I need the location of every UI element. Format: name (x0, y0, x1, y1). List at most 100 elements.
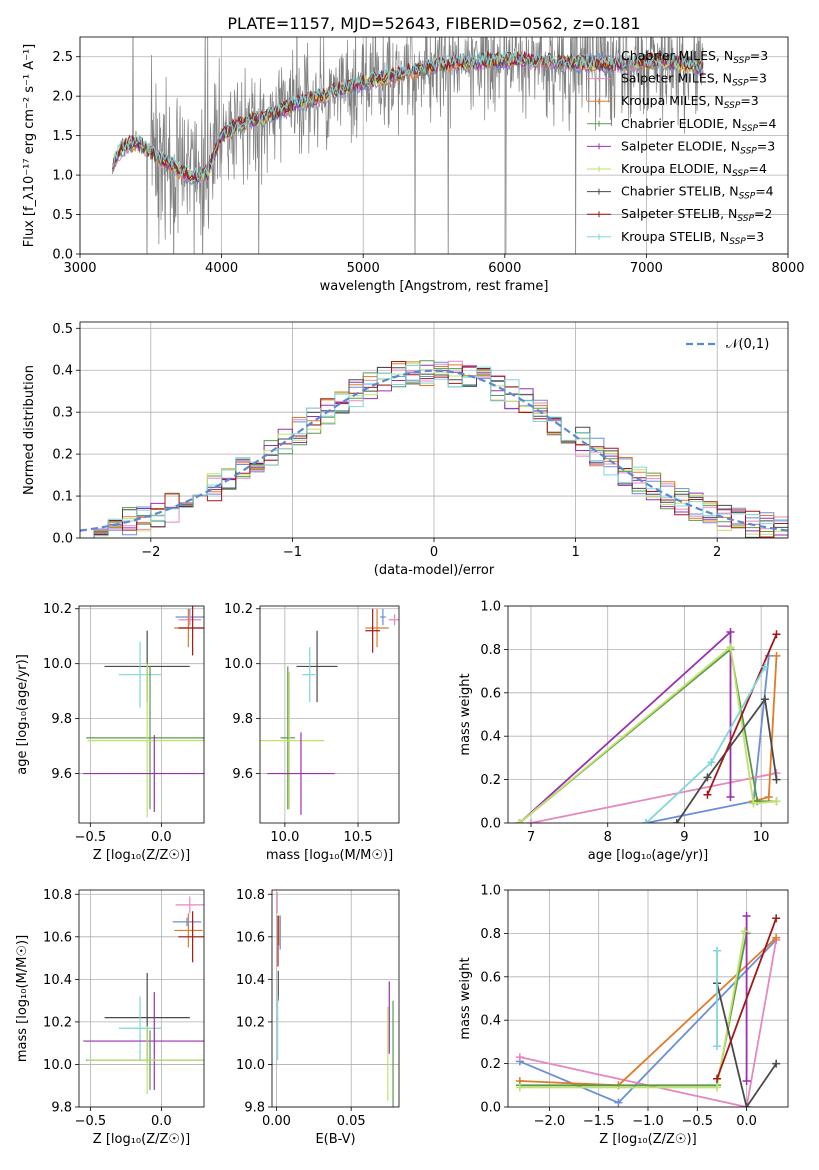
y-tick-label: 0.5 (52, 322, 73, 337)
mass-weight-marker (772, 775, 781, 784)
axes: 10.0 10.5 9.6 9.8 10.0 10.2 mass [log₁₀(M/M☉)] (224, 602, 400, 863)
y-tick-label: 0.1 (52, 490, 73, 505)
axes: −2.0 −1.5 −1.0 −0.5 0.0 0.0 0.2 0.4 0.6 0.8 1.0 Z [… (458, 884, 789, 1147)
axes-frame (271, 889, 400, 1108)
axes: 0.00 0.05 9.8 10.0 10.2 10.4 10.6 10.8 E(B-V) (236, 888, 400, 1147)
x-tick-label: −1.5 (583, 1114, 615, 1129)
mass-weight-line (518, 645, 777, 823)
x-tick-label: 10.5 (344, 830, 373, 845)
y-tick-label: 10.2 (236, 1015, 265, 1030)
panel-age_vs_mass: 10.0 10.5 9.6 9.8 10.0 10.2 mass [log₁₀(M/M☉)] (224, 602, 400, 863)
axes-frame (259, 605, 400, 824)
legend-entry-count: =4 (755, 184, 773, 199)
y-axis-label: Normed distribution (22, 365, 37, 495)
legend-entry-count: =3 (750, 48, 768, 63)
mass-weight-marker (713, 1042, 722, 1051)
y-tick-label: 10.0 (43, 1058, 72, 1073)
panel-weight_vs_Z: −2.0 −1.5 −1.0 −0.5 0.0 0.0 0.2 0.4 0.6 0.8 1.0 Z [… (458, 884, 789, 1147)
y-tick-label: 10.0 (43, 657, 72, 672)
x-tick-label: 8 (604, 830, 612, 845)
observed-spectrum-line (112, 37, 704, 254)
y-tick-label: 2.5 (52, 50, 73, 65)
y-tick-label: 10.6 (43, 930, 72, 945)
y-tick-label: 0.8 (480, 643, 501, 658)
mass-weight-marker (515, 819, 524, 823)
mass-weight-marker (707, 758, 716, 767)
y-tick-label: 0.5 (52, 208, 73, 223)
mass-weight-marker (772, 933, 781, 942)
subscript: SSP (732, 169, 749, 179)
mass-weight-marker (772, 797, 781, 806)
y-tick-label: 1.0 (480, 600, 501, 615)
mass-weight-marker (527, 819, 536, 823)
y-tick-label: 9.6 (51, 767, 72, 782)
mass-weight-marker (760, 662, 769, 671)
y-axis-label: age [log₁₀(age/yr)] (15, 654, 30, 775)
x-tick-label: −0.5 (75, 830, 107, 845)
x-axis-label: Z [log₁₀(Z/Z☉)] (599, 1132, 696, 1147)
y-tick-label: 0.4 (480, 730, 501, 745)
grid (79, 606, 204, 823)
axes: −0.5 0.0 9.8 10.0 10.2 10.4 10.6 10.8 Z [log₁₀(Z… (15, 888, 205, 1147)
error-bar-point (174, 913, 203, 948)
axes-frame (79, 36, 789, 255)
x-tick-label: 10 (753, 830, 770, 845)
x-axis-label: Z [log₁₀(Z/Z☉)] (93, 1132, 190, 1147)
x-tick-label: −2 (141, 545, 160, 560)
x-tick-label: 0.05 (337, 1114, 366, 1129)
x-axis-label: E(B-V) (315, 1132, 355, 1147)
error-bar-point (260, 671, 325, 810)
subscript: SSP (733, 56, 750, 66)
y-tick-label: 0.6 (480, 686, 501, 701)
y-tick-label: 0.8 (480, 927, 501, 942)
x-tick-label: 4000 (205, 261, 238, 276)
plot-area (515, 912, 781, 1107)
error-bar-point (118, 641, 162, 708)
error-bar-point (178, 911, 204, 963)
error-bar-point (178, 614, 202, 626)
y-axis-label: mass weight (458, 673, 473, 755)
x-tick-label: 0.0 (736, 1114, 757, 1129)
mass-weight-marker (703, 773, 712, 782)
mass-weight-marker (740, 927, 749, 936)
axes: −2 −1 0 1 2 0.0 0.1 0.2 0.3 0.4 0.5 (data-model)/er… (22, 321, 789, 578)
subscript: SSP (724, 101, 741, 111)
legend-entry-count: =3 (757, 138, 775, 153)
y-tick-label: 0.2 (480, 773, 501, 788)
legend-entry-label: Salpeter ELODIE, NSSP=3 (621, 138, 775, 156)
error-bar-point (379, 608, 386, 626)
y-tick-label: 10.2 (43, 602, 72, 617)
panel-mass_vs_Z: −0.5 0.0 9.8 10.0 10.2 10.4 10.6 10.8 Z [log₁₀(Z… (15, 888, 205, 1147)
x-tick-label: −2.0 (534, 1114, 566, 1129)
x-tick-label: 2 (713, 545, 721, 560)
plot-area (260, 608, 399, 815)
x-tick-label: −0.5 (75, 1114, 107, 1129)
x-tick-label: −0.5 (682, 1114, 714, 1129)
mass-weight-marker (760, 695, 769, 704)
mass-weight-marker (614, 1098, 623, 1107)
mass-weight-marker (713, 946, 722, 955)
subscript: SSP (729, 237, 746, 247)
grid (508, 605, 788, 824)
subscript: SSP (737, 214, 754, 224)
y-tick-label: 10.6 (236, 930, 265, 945)
legend-entry-label: Chabrier ELODIE, NSSP=4 (621, 116, 776, 134)
mass-weight-marker (703, 790, 712, 799)
legend: Chabrier MILES, NSSP=3 Salpeter MILES, NS… (587, 48, 776, 247)
x-tick-label: 9 (680, 830, 688, 845)
error-bar-point (83, 735, 204, 813)
y-tick-label: 10.2 (224, 602, 253, 617)
y-tick-label: 0.2 (52, 448, 73, 463)
mass-weight-line (716, 983, 777, 1107)
legend-entry-label: Chabrier STELIB, NSSP=4 (621, 184, 774, 202)
mass-weight-marker (749, 799, 758, 808)
figure-title: PLATE=1157, MJD=52643, FIBERID=0562, z=0… (227, 14, 640, 33)
error-bar-point (280, 666, 296, 810)
error-bar-point (267, 732, 335, 815)
mass-weight-marker (742, 1103, 751, 1107)
legend-entry-label: 𝒩(0,1) (726, 337, 769, 352)
mass-weight-line (518, 629, 732, 823)
panel-spectrum: 3000 4000 5000 6000 7000 8000 0.0 0.5 1.0 1.5 2.0 2… (22, 36, 805, 294)
y-axis-label: Flux [f_λ10⁻¹⁷ erg cm⁻² s⁻¹ A⁻¹] (22, 44, 37, 248)
subscript: SSP (740, 146, 757, 156)
